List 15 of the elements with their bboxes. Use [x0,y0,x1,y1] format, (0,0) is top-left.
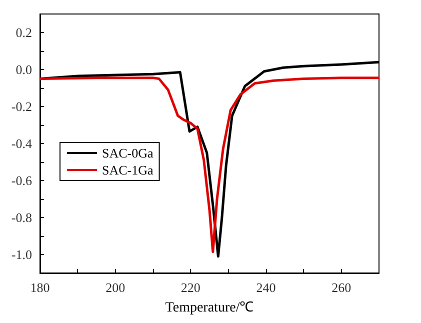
legend-label: SAC-1Ga [102,162,154,178]
y-tick-label: 0.0 [16,62,32,77]
x-tick-label: 200 [106,280,126,295]
x-tick-label: 240 [256,280,276,295]
y-tick-label: -1.0 [11,247,32,262]
y-tick-label: -0.2 [11,99,32,114]
y-tick-label: -0.6 [11,173,32,188]
y-tick-label: -0.4 [11,136,32,151]
x-tick-label: 220 [180,280,200,295]
legend-label: SAC-0Ga [102,146,154,160]
x-tick-label: 260 [332,280,352,295]
x-axis-title: Temperature/℃ [165,300,254,316]
x-tick-label: 180 [30,280,50,295]
y-tick-label: 0.2 [16,25,32,40]
y-tick-label: -0.8 [11,210,32,225]
